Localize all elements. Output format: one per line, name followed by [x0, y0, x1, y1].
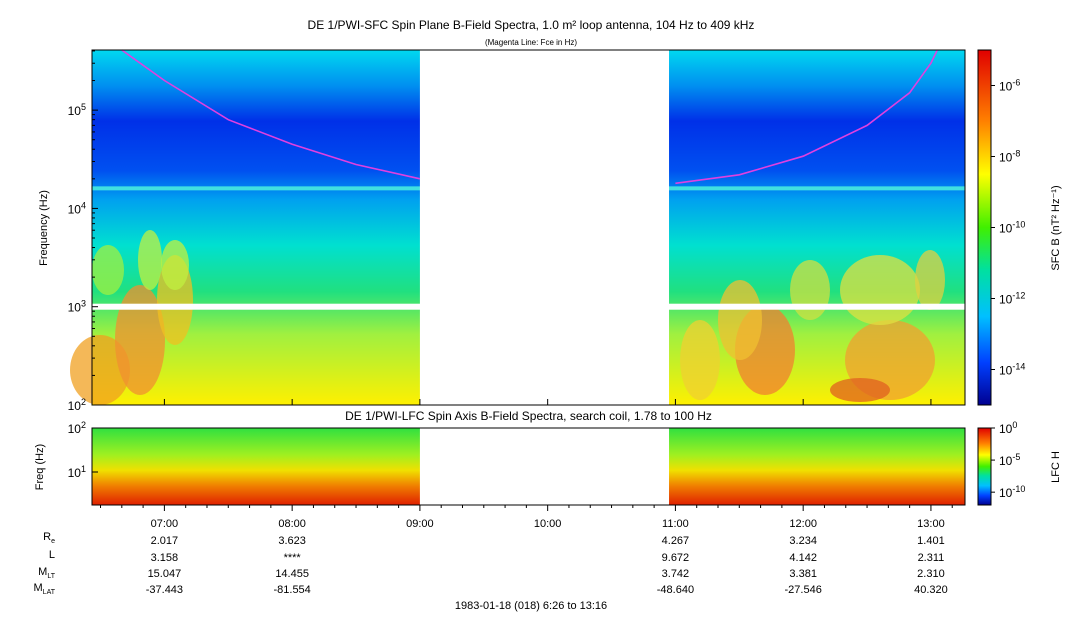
fce-line-segment: [675, 49, 939, 185]
ephemeris-value: 40.320: [914, 584, 948, 596]
wave-emission: [92, 245, 124, 295]
wave-emission: [115, 285, 165, 395]
wave-emission: [830, 378, 890, 402]
wave-emission: [915, 250, 945, 310]
sfc-colorbar-label: 10-12: [999, 291, 1025, 307]
ephemeris-value: -27.546: [785, 584, 822, 596]
sfc-ytick-label: 104: [68, 200, 86, 216]
ephemeris-value: -37.443: [146, 584, 183, 596]
sfc-colorbar-label: 10-14: [999, 362, 1025, 378]
fce-line-segment: [121, 49, 421, 180]
lfc-panel: [92, 428, 965, 505]
sfc-ytick-label: 103: [68, 299, 86, 315]
time-tick-label: 08:00: [278, 518, 306, 530]
sfc-data-gap: [419, 50, 670, 405]
lfc-frame: [91, 427, 966, 506]
sfc-colorbar-label: 10-10: [999, 220, 1025, 236]
wave-emission: [790, 260, 830, 320]
wave-emission: [680, 320, 720, 400]
sfc-ytick-label: 105: [68, 102, 86, 118]
sfc-colorbar-label: 10-6: [999, 78, 1020, 94]
ephemeris-value: 9.672: [662, 552, 690, 564]
axes: 102 103 104 105 101 102 07:00 08:00 09:00 10:00 11…: [68, 49, 1025, 596]
ephemeris-value: 3.742: [662, 568, 690, 580]
ephemeris-value: -81.554: [273, 584, 310, 596]
chart-title-sfc: DE 1/PWI-SFC Spin Plane B-Field Spectra,…: [307, 18, 755, 32]
lfc-colorbar: [977, 427, 992, 506]
wave-emission: [161, 240, 189, 290]
wave-emission: [718, 280, 762, 360]
wave-emission: [70, 335, 130, 405]
lfc-ytick-label: 101: [68, 464, 86, 480]
sfc-frame: [91, 49, 966, 406]
sfc-colorbar-label: 10-8: [999, 149, 1020, 165]
ephemeris-value: 4.142: [789, 552, 817, 564]
ephemeris-value: 2.311: [918, 552, 945, 564]
time-tick-label: 13:00: [917, 518, 945, 530]
ephemeris-value: 1.401: [917, 535, 945, 547]
ephemeris-value: 3.381: [789, 568, 817, 580]
sfc-panel: [70, 49, 965, 405]
sfc-ytick-label: 102: [68, 397, 86, 413]
ephemeris-label-l: L: [48, 549, 55, 561]
footer-date-range: 1983-01-18 (018) 6:26 to 13:16: [454, 600, 608, 612]
ephemeris-value: 15.047: [148, 568, 182, 580]
time-tick-label: 09:00: [406, 518, 434, 530]
time-tick-label: 11:00: [662, 518, 689, 530]
wave-emission: [138, 230, 162, 290]
lfc-data-gap: [419, 428, 670, 505]
chart-title-lfc: DE 1/PWI-LFC Spin Axis B-Field Spectra, …: [345, 409, 712, 423]
lfc-ylabel: Freq (Hz): [34, 443, 46, 491]
ephemeris-value: -48.640: [657, 584, 694, 596]
time-tick-label: 12:00: [789, 518, 817, 530]
ephemeris-label-re: Re: [43, 531, 55, 546]
time-tick-label: 07:00: [151, 518, 179, 530]
ephemeris-value: ****: [284, 552, 302, 564]
time-tick-label: 10:00: [534, 518, 562, 530]
ephemeris-value: 14.455: [275, 568, 309, 580]
ephemeris-label-mlt: MLT: [38, 566, 55, 581]
lfc-colorbar-label: 10-5: [999, 452, 1020, 468]
ephemeris-value: 3.158: [151, 552, 179, 564]
sfc-colorbar-label: SFC B (nT² Hz⁻¹): [1050, 185, 1062, 271]
lfc-colorbar-label: LFC H: [1050, 451, 1062, 483]
chart-subtitle-sfc: (Magenta Line: Fce in Hz): [484, 38, 578, 47]
wave-emission: [840, 255, 920, 325]
sfc-colorbar: [977, 49, 992, 406]
sfc-ylabel: Frequency (Hz): [38, 190, 50, 266]
ephemeris-label-mlat: MLAT: [33, 582, 56, 597]
ephemeris-value: 2.310: [917, 568, 945, 580]
lfc-ytick-label: 102: [68, 420, 86, 436]
lfc-colorbar-label: 100: [999, 420, 1017, 436]
ephemeris-value: 3.623: [278, 535, 306, 547]
ephemeris-value: 4.267: [662, 535, 690, 547]
ephemeris-value: 3.234: [789, 535, 817, 547]
lfc-colorbar-label: 10-10: [999, 484, 1025, 500]
ephemeris-value: 2.017: [151, 535, 179, 547]
